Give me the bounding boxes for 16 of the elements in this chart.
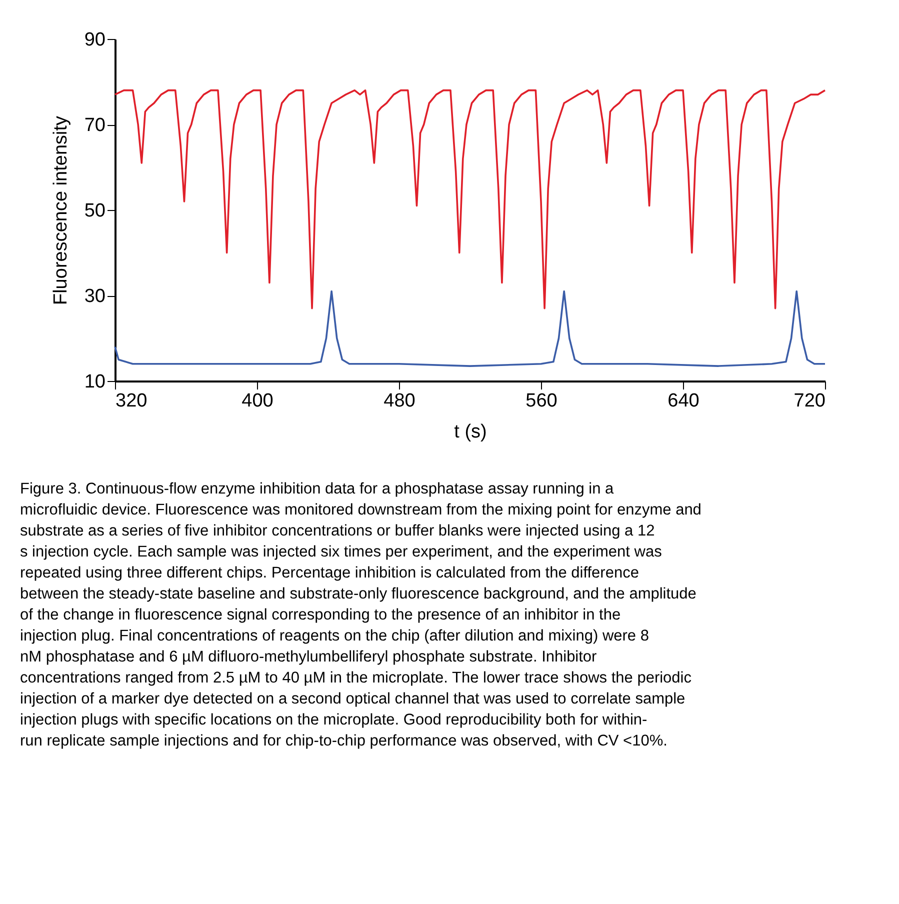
text: Figure 3. Continuous-flow enzyme inhibition data for a phosphatase assay running in a microfluidic device. Fluorescence was monitored downstream from the mixing point for enzyme and substrate as a series of five inhibitor concentrations or buffer blanks were injected using a 12 s injection cycle. Each sample was injected six times per experiment, and the experiment was repeated using three different chips. Percentage inhibition is calculated from the difference between the steady-state baseline and substrate-only fluorescence background, and the amplitude of the change in fluorescence signal corresponding to the presence of an inhibitor in the injection plug. Final concentrations of reagents on the chip (after dilution and mixing) were 8 nM phosphatase and 6 µM difluoro-methylumbelliferyl phosphate substrate. Inhibitor concentrations ranged from 2.5 µM to 40 µM in the microplate. The lower trace shows the periodic injection of a marker dye detected on a second optical channel that was used to correlate sample injection plugs with specific locations on the microplate. Good reproducibility both for within-run replicate sample injections and for chip-to-chip performance was observed, with CV <10%. [20, 480, 702, 750]
line-series [114, 290, 826, 367]
x-axis-title: t (s) [454, 422, 487, 442]
x-tick-label: 560 [526, 390, 558, 412]
line-series [114, 89, 826, 310]
y-tick-label: 10 [84, 372, 106, 392]
x-tick-label: 320 [116, 390, 148, 412]
x-tick-label: 720 [794, 390, 826, 412]
y-tick-label: 50 [84, 200, 106, 222]
y-tick-label: 90 [84, 30, 106, 50]
x-tick-label: 480 [384, 390, 416, 412]
y-axis-title: Fluorescence intensity [50, 115, 72, 306]
y-tick-label: 70 [84, 115, 106, 136]
x-tick-label: 640 [668, 390, 700, 412]
x-tick-label: 400 [242, 390, 274, 412]
y-tick-label: 30 [84, 286, 106, 307]
